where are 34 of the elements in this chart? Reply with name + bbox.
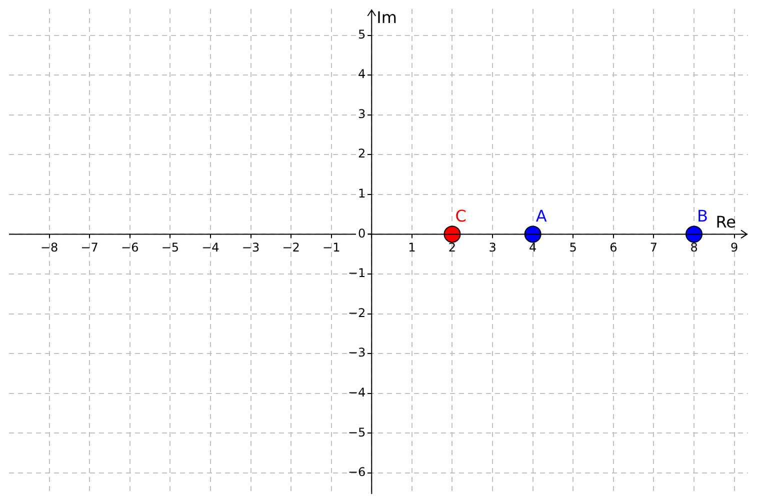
x-tick-label: 1 [408,240,416,255]
y-axis-title: Im [376,8,397,28]
y-tick-label: 0 [358,226,366,240]
y-tick-label: −6 [348,465,366,480]
y-tick-label: −3 [348,346,366,360]
x-tick-label: −5 [161,240,180,255]
x-tick-label: 9 [730,240,738,255]
series-label: A [536,206,547,226]
x-tick-label: 2 [448,240,456,255]
x-tick-label: 8 [690,240,698,255]
x-tick-label: 3 [488,240,496,255]
series-label: C [455,206,466,226]
x-tick-label: 7 [650,240,658,255]
x-tick-label: −3 [242,240,260,255]
y-tick-label: −1 [348,266,366,280]
x-tick-label: 5 [569,240,577,255]
x-tick-label: −2 [282,240,300,255]
x-tick-label: −6 [121,240,139,255]
x-tick-label: −8 [40,240,58,255]
y-tick-label: 3 [358,106,366,121]
y-tick-label: −5 [348,425,366,440]
y-tick-label: 2 [358,146,366,161]
y-tick-label: 1 [358,186,366,201]
x-tick-label: 4 [529,240,537,255]
y-tick-label: −4 [348,385,366,400]
x-tick-label: 6 [610,240,618,255]
series-label: B [697,206,708,226]
y-tick-label: −2 [348,306,366,320]
y-tick-label: 4 [358,67,366,82]
y-tick-label: 5 [358,27,366,42]
x-tick-label: −7 [80,240,98,255]
x-axis-title: Re [716,212,736,232]
x-tick-label: −1 [322,240,340,255]
x-tick-label: −4 [202,240,220,255]
